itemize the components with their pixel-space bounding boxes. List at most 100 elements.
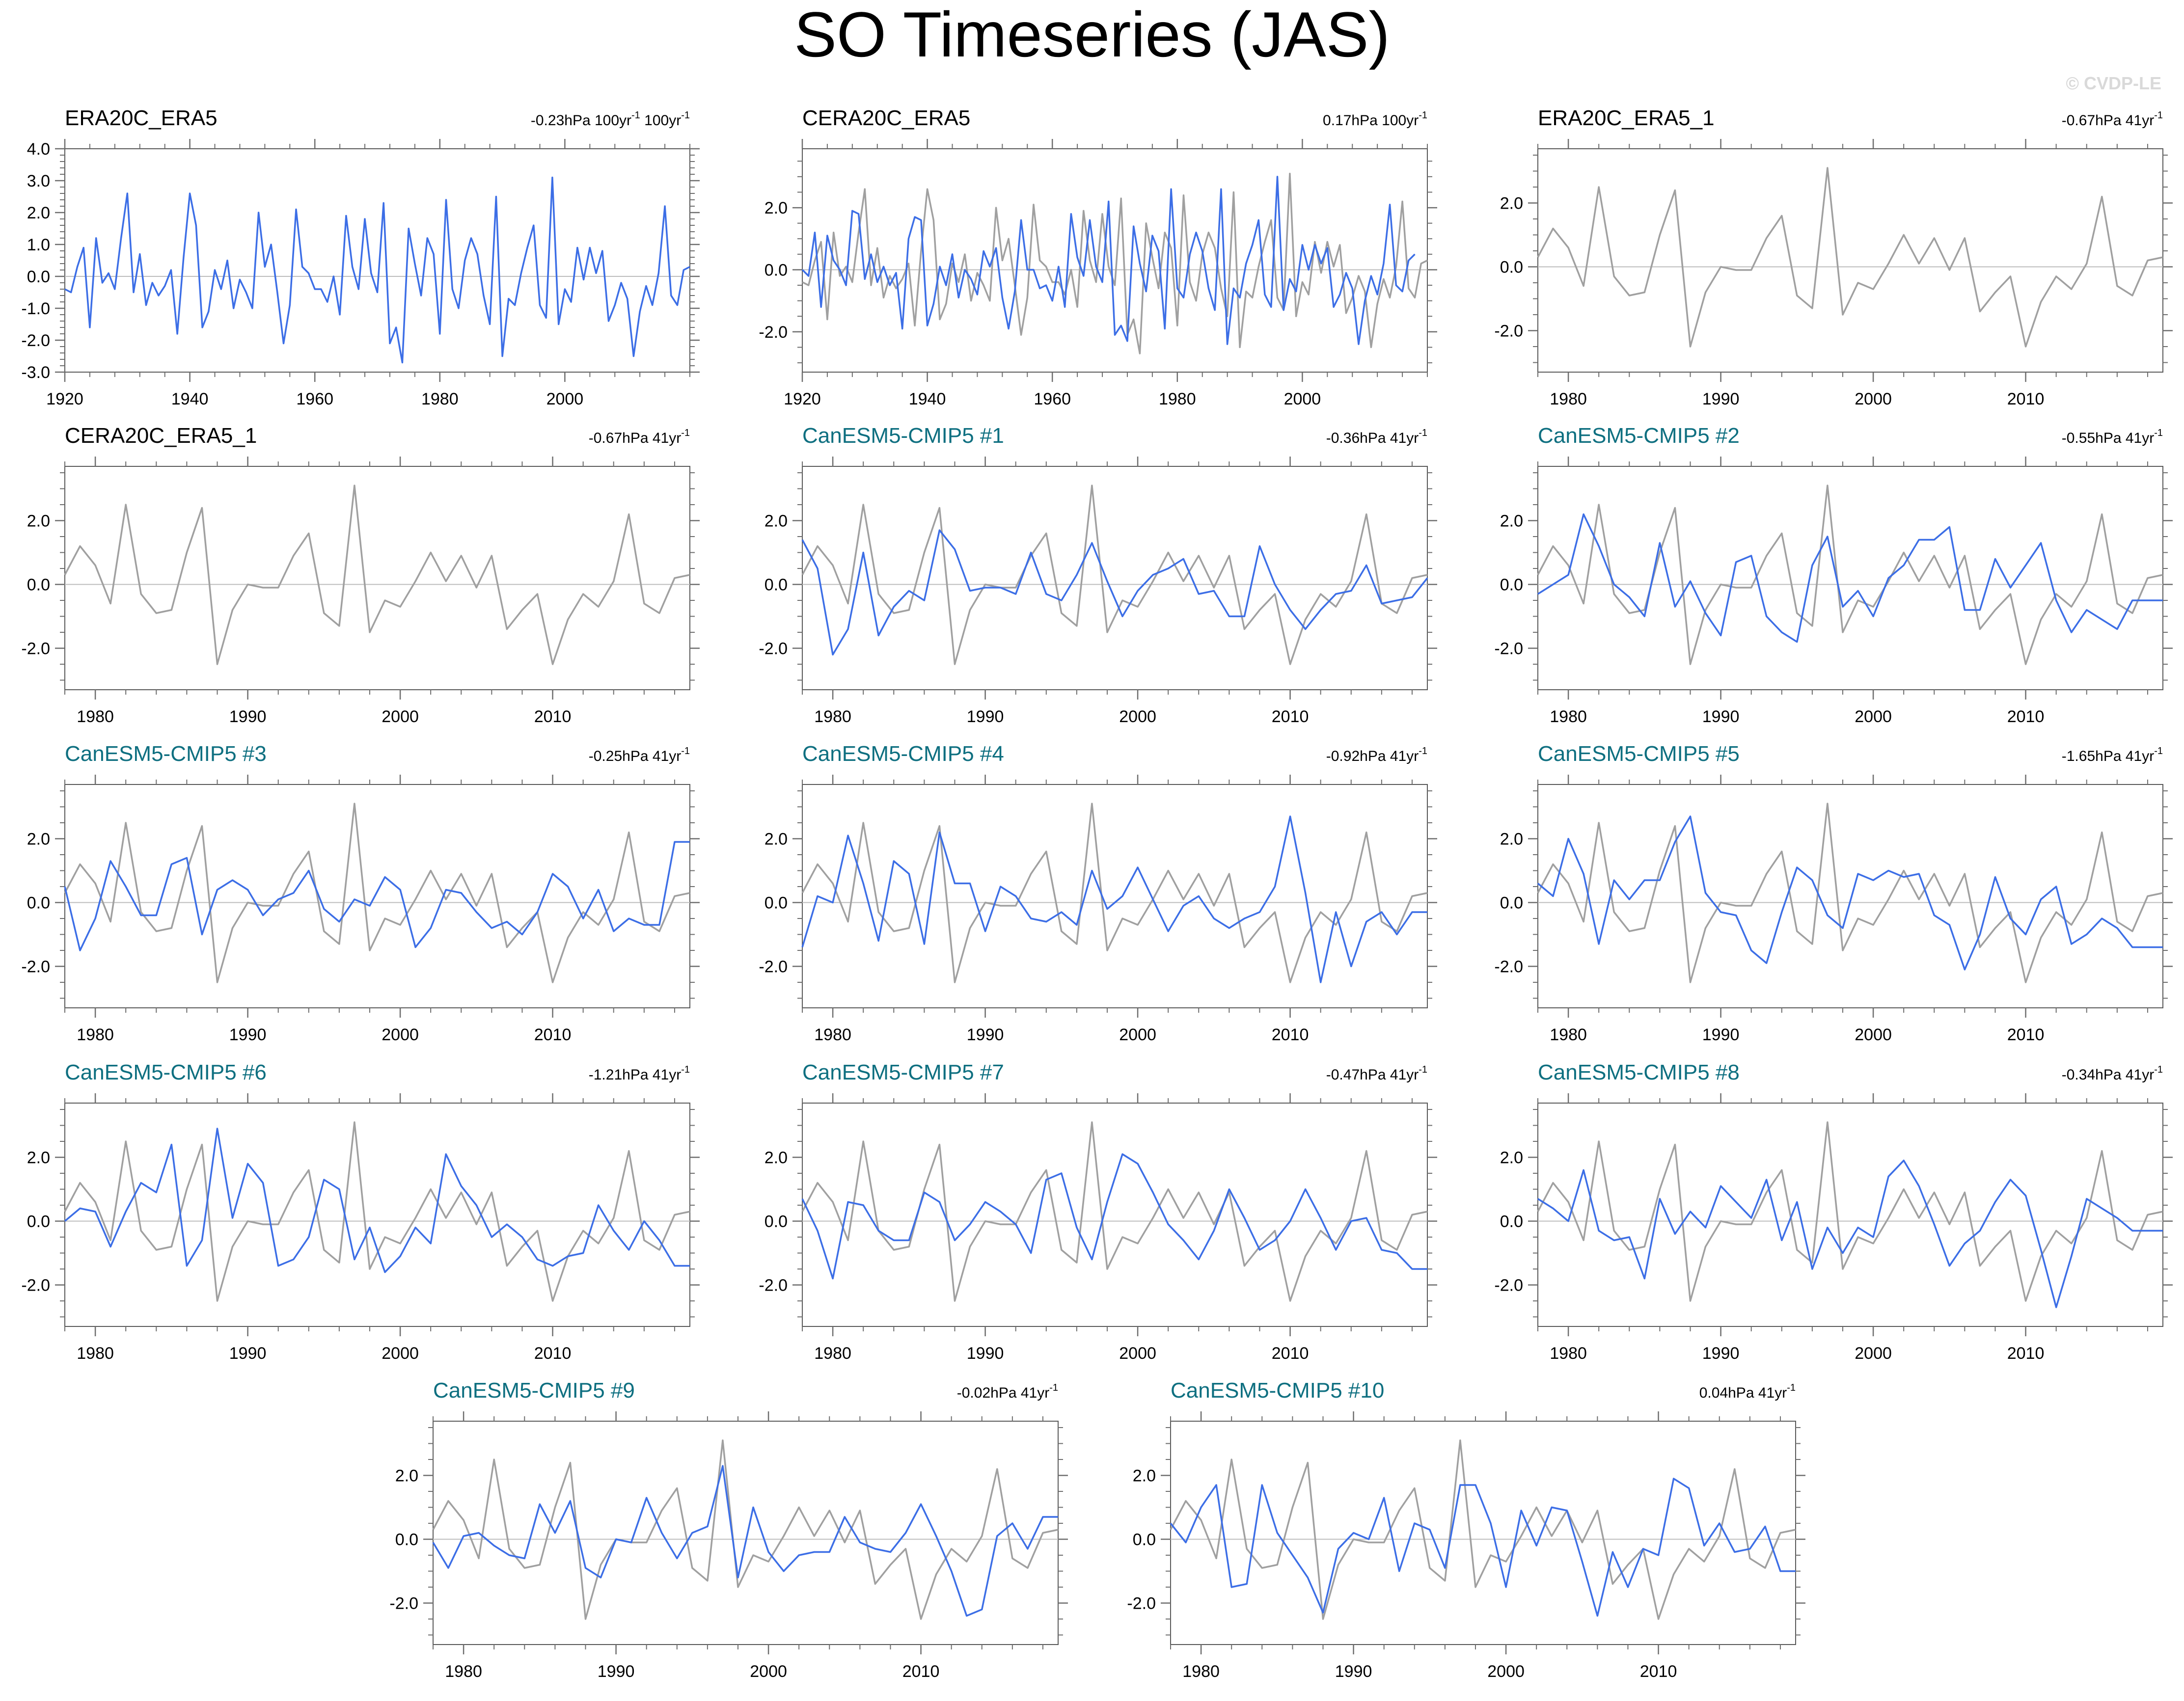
model-series-line <box>801 176 1416 345</box>
y-tick-label: 2.0 <box>395 1467 418 1485</box>
y-tick-label: 2.0 <box>27 830 50 849</box>
panel-1: -3.0 -2.0 -1.0 0.0 1.0 2.0 3.0 4.0 1920 1940 1960 1… <box>21 106 700 408</box>
observed-series-line <box>801 1121 1428 1302</box>
copyright-text: © CVDP-LE <box>2066 73 2161 93</box>
x-tick-label: 2000 <box>382 1026 419 1044</box>
panel-title: CanESM5-CMIP5 #9 <box>433 1378 635 1403</box>
y-tick-label: 2.0 <box>27 1149 50 1167</box>
x-tick-label: 1990 <box>229 707 267 726</box>
plot-frame <box>802 466 1428 690</box>
trend-label: -0.55hPa 41yr-1 <box>2062 428 2163 446</box>
y-tick-label: 2.0 <box>1500 830 1523 849</box>
plot-frame <box>802 148 1428 373</box>
panel-title: CanESM5-CMIP5 #6 <box>65 1060 267 1084</box>
trend-label: -0.92hPa 41yr-1 <box>1326 746 1427 764</box>
panel-title: CERA20C_ERA5 <box>802 106 970 130</box>
y-tick-label: 2.0 <box>1500 1149 1523 1167</box>
y-tick-label: 0.0 <box>27 268 50 286</box>
x-tick-label: 1990 <box>1702 390 1740 408</box>
y-tick-label: 2.0 <box>1133 1467 1156 1485</box>
model-series-line <box>801 815 1427 983</box>
y-tick-label: 2.0 <box>1500 194 1523 213</box>
y-tick-label: -2.0 <box>1494 1276 1523 1295</box>
observed-series-line <box>1170 1439 1796 1620</box>
panels: -3.0 -2.0 -1.0 0.0 1.0 2.0 3.0 4.0 1920 1940 1960 1… <box>21 106 2173 1681</box>
y-tick-label: -2.0 <box>759 640 788 658</box>
panel-title: ERA20C_ERA5_1 <box>1538 106 1715 130</box>
y-tick-label: -2.0 <box>759 958 788 976</box>
trend-label: -1.21hPa 41yr-1 <box>589 1064 690 1083</box>
panel-title: CanESM5-CMIP5 #1 <box>802 424 1004 448</box>
x-tick-label: 2000 <box>1855 1344 1892 1363</box>
model-series-line <box>801 529 1428 656</box>
x-tick-label: 2010 <box>1272 1344 1309 1363</box>
y-tick-label: 2.0 <box>764 1149 788 1167</box>
panel-2: -2.0 0.0 2.0 1920 1940 1960 1980 2000 CERA20C_ER… <box>759 106 1437 408</box>
observed-series-line <box>1537 485 2163 665</box>
x-tick-label: 2000 <box>1855 707 1892 726</box>
x-tick-label: 2010 <box>1272 707 1309 726</box>
y-tick-label: -2.0 <box>1494 958 1523 976</box>
x-tick-label: 2000 <box>750 1662 787 1681</box>
y-tick-label: -2.0 <box>21 1276 50 1295</box>
x-tick-label: 1980 <box>1550 1026 1587 1044</box>
trend-label: 0.04hPa 41yr-1 <box>1699 1382 1796 1401</box>
main-title: SO Timeseries (JAS) <box>794 0 1390 70</box>
panel-title: CanESM5-CMIP5 #5 <box>1538 742 1740 766</box>
plot-frame <box>64 466 690 690</box>
y-tick-label: 0.0 <box>1500 258 1523 277</box>
panel-11: -2.0 0.0 2.0 1980 1990 2000 2010 CanESM5-CMIP5 … <box>759 1060 1437 1363</box>
y-tick-label: 0.0 <box>764 576 788 594</box>
x-tick-label: 2000 <box>1119 707 1156 726</box>
x-tick-label: 1990 <box>1335 1662 1372 1681</box>
y-tick-label: 2.0 <box>27 204 50 222</box>
x-tick-label: 2000 <box>1487 1662 1525 1681</box>
x-tick-label: 2000 <box>1119 1344 1156 1363</box>
trend-label: -0.67hPa 41yr-1 <box>589 428 690 446</box>
x-tick-label: 2000 <box>382 707 419 726</box>
trend-label: -0.23hPa 100yr-1 100yr-1 <box>531 110 690 129</box>
x-tick-label: 1990 <box>967 1026 1004 1044</box>
x-tick-label: 1980 <box>421 390 459 408</box>
panel-13: -2.0 0.0 2.0 1980 1990 2000 2010 CanESM5-CMIP5 … <box>389 1378 1068 1681</box>
y-tick-label: 0.0 <box>27 894 50 913</box>
x-tick-label: 2010 <box>1272 1026 1309 1044</box>
x-tick-label: 1980 <box>1550 390 1587 408</box>
y-tick-label: 0.0 <box>27 576 50 594</box>
observed-series-line <box>801 803 1428 983</box>
plot-frame <box>802 1103 1428 1327</box>
x-tick-label: 1920 <box>784 390 821 408</box>
y-tick-label: 0.0 <box>1500 1213 1523 1231</box>
x-tick-label: 1940 <box>171 390 209 408</box>
x-tick-label: 1990 <box>229 1344 267 1363</box>
x-tick-label: 1980 <box>77 707 114 726</box>
x-tick-label: 2000 <box>1855 1026 1892 1044</box>
y-tick-label: 2.0 <box>764 199 788 217</box>
x-tick-label: 1980 <box>1182 1662 1220 1681</box>
x-tick-label: 1990 <box>1702 1344 1740 1363</box>
trend-label: -0.25hPa 41yr-1 <box>589 746 690 764</box>
x-tick-label: 2000 <box>546 390 584 408</box>
y-tick-label: -2.0 <box>1494 322 1523 341</box>
observed-series-line <box>64 485 690 665</box>
plot-frame <box>1537 1103 2163 1327</box>
model-series-line <box>1537 513 2163 643</box>
panel-title: CanESM5-CMIP5 #2 <box>1538 424 1740 448</box>
panel-title: CanESM5-CMIP5 #7 <box>802 1060 1004 1084</box>
plot-frame <box>64 148 690 373</box>
trend-label: -1.65hPa 41yr-1 <box>2062 746 2163 764</box>
panel-9: -2.0 0.0 2.0 1980 1990 2000 2010 CanESM5-CMIP5 … <box>1494 742 2173 1044</box>
y-tick-label: 2.0 <box>764 830 788 849</box>
model-series-line <box>1537 815 2163 971</box>
observed-series-line <box>1537 1121 2163 1302</box>
y-tick-label: 0.0 <box>27 1213 50 1231</box>
plot-frame <box>64 1103 690 1327</box>
x-tick-label: 2010 <box>534 1026 572 1044</box>
observed-series-line <box>64 1121 690 1302</box>
x-tick-label: 2000 <box>1855 390 1892 408</box>
x-tick-label: 1920 <box>46 390 83 408</box>
x-tick-label: 1980 <box>445 1662 482 1681</box>
y-tick-label: 3.0 <box>27 172 50 190</box>
plot-frame <box>64 784 690 1008</box>
panel-title: ERA20C_ERA5 <box>65 106 218 130</box>
